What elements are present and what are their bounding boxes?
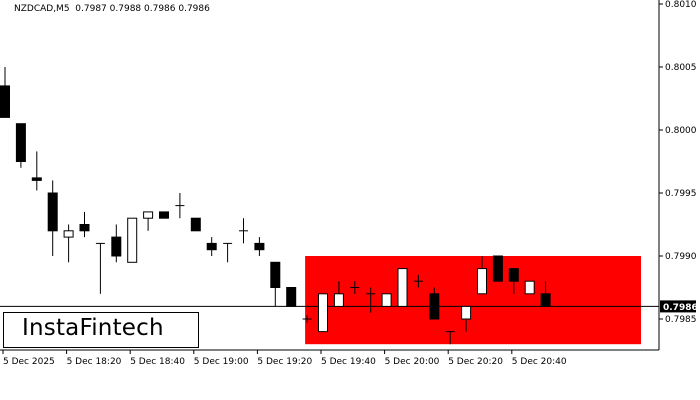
candle-body xyxy=(492,255,503,282)
candle-body xyxy=(63,230,74,238)
price-tag-label: 0.7986 xyxy=(663,303,698,313)
candle xyxy=(15,123,26,168)
candle-body xyxy=(111,236,122,257)
x-tick-label: 5 Dec 18:40 xyxy=(130,357,185,367)
x-tick-label: 5 Dec 2025 xyxy=(3,357,55,367)
candle xyxy=(127,217,138,263)
x-tick-label: 5 Dec 19:40 xyxy=(321,357,376,367)
brand-logo-text: InstaFintech xyxy=(22,315,164,341)
candle xyxy=(492,255,503,282)
candle xyxy=(286,287,297,307)
candle-body xyxy=(286,287,297,307)
x-tick-label: 5 Dec 20:00 xyxy=(385,357,440,367)
candle xyxy=(333,281,344,307)
x-tick-label: 5 Dec 18:20 xyxy=(67,357,122,367)
candle-body xyxy=(397,268,408,307)
candle-body xyxy=(333,293,344,307)
symbol-label: NZDCAD,M5 xyxy=(14,4,70,14)
candle-body xyxy=(127,217,138,263)
candle xyxy=(223,242,233,263)
candle-body xyxy=(318,293,328,333)
candle-body xyxy=(206,242,217,251)
candle xyxy=(254,237,265,256)
candle xyxy=(63,224,74,263)
candle xyxy=(445,331,455,345)
x-tick-label: 5 Dec 19:20 xyxy=(257,357,312,367)
candle xyxy=(302,315,312,323)
candle xyxy=(366,287,376,313)
candle-body xyxy=(159,211,169,219)
candle-body xyxy=(31,177,42,181)
candle xyxy=(239,218,248,244)
ohlc-values: 0.7987 0.7988 0.7986 0.7986 xyxy=(75,4,210,14)
candle xyxy=(190,217,201,232)
y-tick-label: 0.7995 xyxy=(665,189,697,199)
candle-body xyxy=(15,123,26,162)
candle-body xyxy=(270,261,281,288)
chart-title: NZDCAD,M5 0.7987 0.7988 0.7986 0.7986 xyxy=(14,4,210,14)
y-tick-label: 0.7985 xyxy=(665,315,697,325)
candle xyxy=(524,280,535,295)
y-tick-label: 0.7990 xyxy=(665,252,697,262)
candle-body xyxy=(47,192,58,232)
y-tick-label: 0.8000 xyxy=(665,126,697,136)
candle xyxy=(111,224,122,263)
candle xyxy=(79,211,90,238)
candle xyxy=(206,237,217,256)
candle xyxy=(429,287,440,320)
candle xyxy=(540,281,551,307)
x-tick-label: 5 Dec 19:00 xyxy=(194,357,249,367)
candle xyxy=(47,180,58,256)
y-tick-label: 0.8010 xyxy=(665,0,697,10)
candle-body xyxy=(540,293,551,307)
candle-body xyxy=(143,211,154,219)
x-tick-label: 5 Dec 20:20 xyxy=(448,357,503,367)
candle xyxy=(0,67,10,118)
pattern-zone xyxy=(305,256,641,345)
candle xyxy=(175,193,185,219)
candle xyxy=(318,293,328,333)
x-tick-label: 5 Dec 20:40 xyxy=(512,357,567,367)
candle xyxy=(159,211,169,219)
candle-body xyxy=(190,217,201,232)
candle xyxy=(381,293,392,307)
candle-body xyxy=(254,242,265,251)
price-tag xyxy=(660,300,696,313)
candle xyxy=(95,242,105,294)
candle xyxy=(461,305,472,332)
brand-logo: InstaFintech xyxy=(3,312,199,348)
candle xyxy=(31,151,42,191)
candle xyxy=(270,261,281,307)
y-tick-label: 0.8005 xyxy=(665,63,697,73)
candle xyxy=(508,268,519,294)
candle-body xyxy=(79,224,90,232)
candle-body xyxy=(429,293,440,320)
candle xyxy=(143,211,154,231)
candle-body xyxy=(524,280,535,295)
candle-body xyxy=(477,268,487,295)
candle-body xyxy=(508,268,519,282)
candle xyxy=(413,274,423,288)
candle-body xyxy=(381,293,392,307)
candle xyxy=(477,256,487,295)
candle-body xyxy=(0,85,10,118)
candle xyxy=(350,281,360,294)
candle xyxy=(397,268,408,307)
candle-body xyxy=(461,305,472,320)
